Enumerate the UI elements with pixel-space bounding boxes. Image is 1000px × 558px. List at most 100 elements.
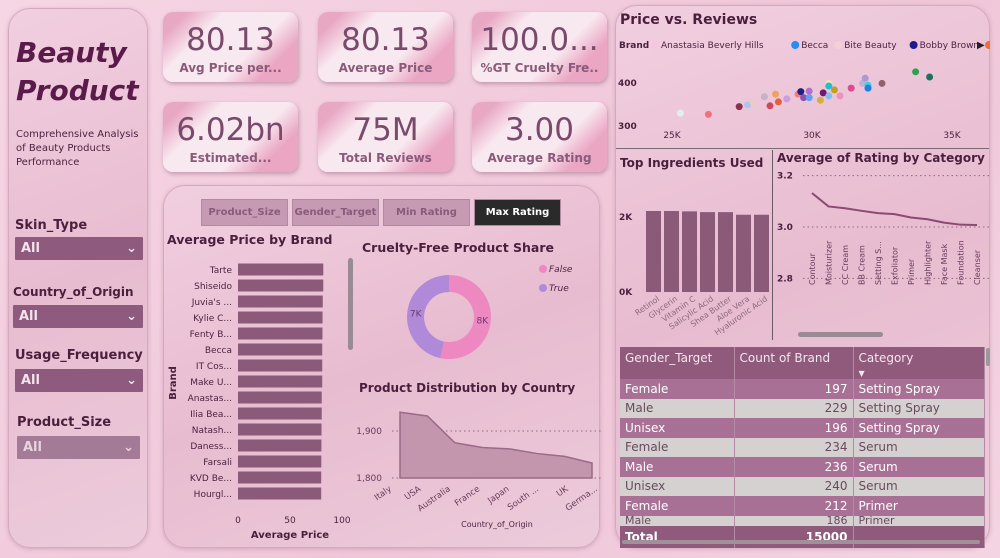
table-row[interactable]: Unisex 240 Serum	[620, 476, 985, 496]
bar	[238, 311, 323, 324]
header-label: Category	[858, 351, 914, 365]
scatter-point	[797, 88, 805, 96]
scatter-point	[819, 89, 827, 97]
donut-slice	[407, 275, 449, 359]
table-row[interactable]: Male 186 Primer	[620, 515, 985, 526]
bar	[700, 212, 715, 292]
scatter-point	[825, 92, 833, 100]
legend-label: False	[549, 265, 573, 275]
chart-title: Average of Rating by Category	[777, 151, 985, 165]
x-tick: Primer	[907, 258, 916, 285]
slicer-label: Usage_Frequency	[15, 348, 143, 363]
table-cell: Primer	[853, 496, 985, 516]
table-row[interactable]: Female 212 Primer	[620, 496, 985, 516]
chevron-down-icon: ⌄	[123, 440, 134, 455]
scatter-point	[912, 68, 920, 76]
legend-label: Bobby Brown	[920, 41, 980, 51]
data-label: 7K	[410, 309, 423, 319]
scatter-point	[825, 82, 833, 90]
table-row[interactable]: Female 234 Serum	[620, 437, 985, 457]
usage-frequency-dropdown[interactable]: All ⌄	[15, 369, 143, 392]
x-tick: USA	[403, 484, 423, 502]
brand-label: Anastas...	[188, 394, 232, 404]
legend-label: True	[549, 284, 569, 294]
scatter-point	[805, 94, 813, 102]
legend-marker	[539, 284, 547, 292]
slicer-label: Product_Size	[17, 415, 112, 430]
chevron-down-icon: ⌄	[126, 373, 137, 388]
bar	[646, 211, 661, 292]
x-tick: 35K	[943, 131, 961, 141]
table-horizontal-scrollbar[interactable]	[622, 540, 980, 544]
bar	[238, 279, 324, 292]
donut-slice	[440, 275, 491, 359]
brand-label: Shiseido	[194, 282, 232, 292]
slicer-product-size: Product_Size All ⌄	[17, 415, 140, 459]
tab-gender-target[interactable]: Gender_Target	[292, 199, 379, 226]
legend-marker	[651, 41, 659, 49]
y-tick: 1,900	[356, 427, 382, 437]
cruelty-free-donut-chart: 8K 7K False True	[407, 265, 573, 359]
tab-product-size[interactable]: Product_Size	[201, 199, 288, 226]
brand-label: Fenty B...	[190, 330, 232, 340]
chart-title: Price vs. Reviews	[620, 12, 758, 28]
y-tick: 3.0	[777, 223, 793, 233]
chart-title: Product Distribution by Country	[359, 381, 576, 395]
product-size-dropdown[interactable]: All ⌄	[17, 436, 140, 459]
table-cell: Male	[620, 515, 735, 526]
y-tick: 0K	[619, 288, 633, 298]
column-header[interactable]: Gender_Target	[620, 347, 735, 379]
price-vs-reviews-chart: Brand Anastasia Beverly Hills Becca Bite Be…	[618, 40, 990, 141]
scatter-point	[772, 90, 780, 98]
column-header-sorted[interactable]: Category ▼	[853, 347, 985, 379]
scatter-point	[774, 98, 782, 106]
table-row[interactable]: Male 236 Serum	[620, 457, 985, 477]
skin-type-dropdown[interactable]: All ⌄	[15, 237, 143, 260]
brand-label: Hourgl...	[194, 490, 232, 500]
bar	[238, 359, 323, 372]
bar	[238, 487, 322, 500]
divider	[772, 150, 773, 340]
scrollbar[interactable]	[348, 258, 353, 350]
chart-title: Average Price by Brand	[167, 232, 333, 247]
total-value: 15000	[734, 525, 854, 548]
column-header[interactable]: Count of Brand	[734, 347, 854, 379]
table-row[interactable]: Unisex 196 Setting Spray	[620, 418, 985, 438]
table-cell: 240	[734, 476, 854, 496]
table-cell: Unisex	[620, 418, 735, 438]
slicer-label: Country_of_Origin	[13, 285, 134, 299]
sort-descending-icon: ▼	[858, 369, 865, 378]
x-tick: UK	[555, 484, 571, 499]
table-cell: 236	[734, 457, 854, 477]
table-cell: Unisex	[620, 476, 735, 496]
dropdown-value: All	[21, 241, 40, 256]
bar	[754, 214, 769, 292]
slicer-country: Country_of_Origin All ⌄	[13, 285, 143, 328]
legend-marker	[539, 265, 547, 273]
scatter-point	[749, 99, 757, 107]
chevron-down-icon: ⌄	[126, 241, 137, 256]
tab-max-rating[interactable]: Max Rating	[474, 199, 561, 226]
scatter-point	[836, 92, 844, 100]
x-tick: Germa...	[564, 484, 600, 513]
table-scrollbar[interactable]	[986, 348, 990, 366]
middle-panel	[163, 185, 600, 548]
brand-label: IT Cos...	[196, 362, 232, 372]
scatter-point	[735, 103, 743, 111]
y-tick: 300	[618, 122, 637, 132]
table-cell: Female	[620, 496, 735, 516]
tab-min-rating[interactable]: Min Rating	[383, 199, 470, 226]
brand-label: Natash...	[192, 426, 232, 436]
x-tick: 25K	[663, 131, 681, 141]
x-tick: CC Cream	[841, 245, 850, 285]
country-dropdown[interactable]: All ⌄	[13, 305, 143, 328]
chart-title: Top Ingredients Used	[620, 156, 764, 170]
data-label: 8K	[476, 317, 489, 327]
table-row[interactable]: Male 229 Setting Spray	[620, 398, 985, 418]
table-row[interactable]: Female 197 Setting Spray	[620, 379, 985, 399]
kpi-value: 6.02bn	[176, 112, 285, 148]
table-cell: Setting Spray	[853, 379, 985, 399]
y-tick: 2.8	[777, 274, 793, 284]
